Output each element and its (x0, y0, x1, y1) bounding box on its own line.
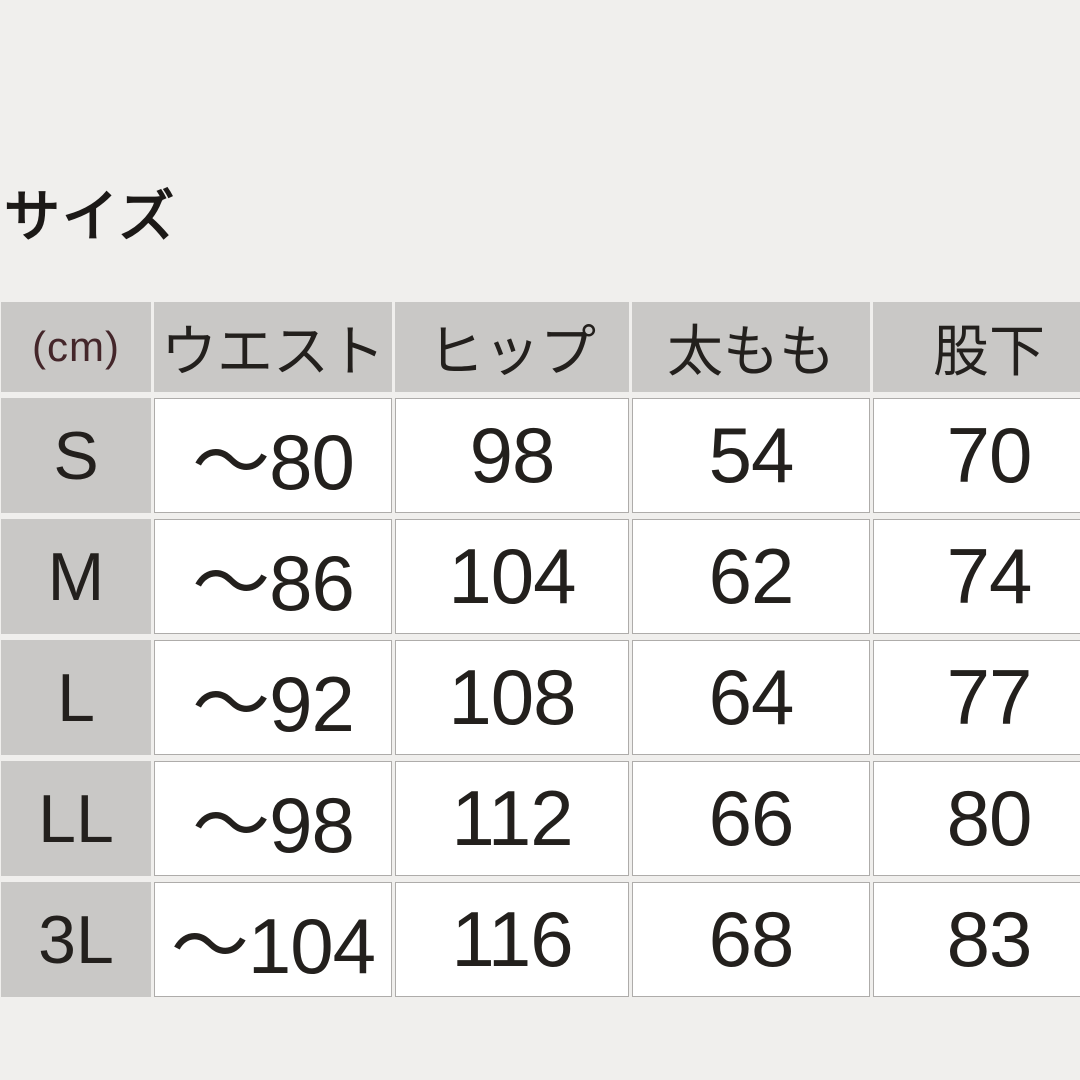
header-inseam: 股下 (873, 302, 1080, 392)
cell-s-hip: 98 (395, 398, 629, 513)
table-row-m: M 〜86 104 62 74 (1, 519, 1080, 634)
row-label-l: L (1, 640, 151, 755)
unit-label: (cm) (1, 302, 151, 392)
cell-m-hip: 104 (395, 519, 629, 634)
cell-m-thigh: 62 (632, 519, 870, 634)
header-row: (cm) ウエスト ヒップ 太もも 股下 (1, 302, 1080, 392)
cell-m-waist: 〜86 (154, 519, 392, 634)
cell-s-waist: 〜80 (154, 398, 392, 513)
page-title: サイズ (4, 185, 177, 248)
cell-l-hip: 108 (395, 640, 629, 755)
table-row-l: L 〜92 108 64 77 (1, 640, 1080, 755)
cell-m-inseam: 74 (873, 519, 1080, 634)
header-thigh: 太もも (632, 302, 870, 392)
row-label-ll: LL (1, 761, 151, 876)
table-row-ll: LL 〜98 112 66 80 (1, 761, 1080, 876)
cell-ll-inseam: 80 (873, 761, 1080, 876)
cell-l-waist: 〜92 (154, 640, 392, 755)
cell-l-inseam: 77 (873, 640, 1080, 755)
cell-3l-waist: 〜104 (154, 882, 392, 997)
row-label-m: M (1, 519, 151, 634)
cell-s-thigh: 54 (632, 398, 870, 513)
cell-3l-hip: 116 (395, 882, 629, 997)
header-waist: ウエスト (154, 302, 392, 392)
header-hip: ヒップ (395, 302, 629, 392)
cell-ll-hip: 112 (395, 761, 629, 876)
cell-3l-inseam: 83 (873, 882, 1080, 997)
table-row-3l: 3L 〜104 116 68 83 (1, 882, 1080, 997)
size-table: (cm) ウエスト ヒップ 太もも 股下 S 〜80 98 54 70 M 〜8… (0, 296, 1080, 1003)
cell-3l-thigh: 68 (632, 882, 870, 997)
row-label-3l: 3L (1, 882, 151, 997)
table-row-s: S 〜80 98 54 70 (1, 398, 1080, 513)
row-label-s: S (1, 398, 151, 513)
cell-l-thigh: 64 (632, 640, 870, 755)
cell-s-inseam: 70 (873, 398, 1080, 513)
cell-ll-waist: 〜98 (154, 761, 392, 876)
cell-ll-thigh: 66 (632, 761, 870, 876)
